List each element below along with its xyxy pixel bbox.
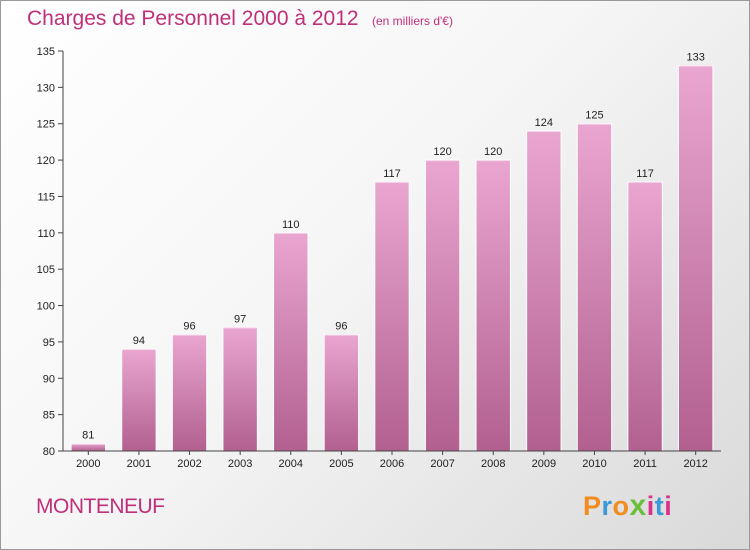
y-tick-label: 100 <box>37 301 55 313</box>
y-tick-label: 80 <box>43 446 55 458</box>
data-label: 120 <box>484 146 502 158</box>
chart-title: Charges de Personnel 2000 à 2012 <box>27 7 359 30</box>
data-label: 133 <box>687 52 705 64</box>
x-tick-label: 2006 <box>380 458 404 470</box>
x-tick-label: 2005 <box>329 458 353 470</box>
y-axis: 80 85 90 95 100 105 110 115 120 125 130 135 <box>37 46 64 458</box>
data-label: 124 <box>535 117 553 129</box>
x-axis: 2000 2001 2002 2003 2004 2005 2006 2007 2008 2009… <box>63 450 721 470</box>
y-tick-label: 95 <box>43 337 55 349</box>
x-tick-label: 2004 <box>279 458 303 470</box>
data-label: 117 <box>636 168 654 180</box>
data-label: 96 <box>183 321 195 333</box>
logo-letter: r <box>601 491 613 521</box>
y-tick-label: 130 <box>37 82 55 94</box>
bar <box>576 123 613 452</box>
bar <box>677 65 714 452</box>
logo-letter: t <box>654 491 665 521</box>
x-tick-label: 2002 <box>177 458 201 470</box>
bar <box>424 159 461 452</box>
bar <box>475 159 511 452</box>
x-tick-label: 2000 <box>76 458 100 470</box>
logo-letter: i <box>664 491 673 521</box>
x-tick-label: 2007 <box>430 458 454 470</box>
x-tick-label: 2010 <box>582 458 606 470</box>
data-label: 120 <box>433 146 451 158</box>
logo-letter: P <box>583 491 602 521</box>
y-tick-label: 125 <box>37 119 55 131</box>
bar <box>121 348 157 452</box>
data-label: 97 <box>234 313 246 325</box>
proxiti-logo[interactable]: Proxiti <box>583 489 672 523</box>
x-tick-label: 2001 <box>127 458 151 470</box>
bar <box>171 334 208 452</box>
data-label: 94 <box>133 335 145 347</box>
y-tick-label: 115 <box>37 191 55 203</box>
bar <box>627 181 663 452</box>
y-tick-label: 105 <box>37 264 55 276</box>
y-tick-label: 90 <box>43 373 55 385</box>
data-label: 117 <box>383 168 401 180</box>
y-tick-label: 85 <box>43 410 55 422</box>
data-label: 110 <box>282 219 300 231</box>
y-tick-label: 110 <box>37 228 55 240</box>
x-tick-label: 2009 <box>532 458 556 470</box>
data-label: 81 <box>82 430 94 442</box>
data-label: 125 <box>585 110 603 122</box>
x-tick-label: 2012 <box>683 458 707 470</box>
town-name: MONTENEUF <box>36 495 165 518</box>
bar <box>222 326 258 452</box>
x-tick-label: 2011 <box>633 458 657 470</box>
x-tick-label: 2003 <box>228 458 252 470</box>
logo-letter: x <box>629 489 647 522</box>
x-tick-label: 2008 <box>481 458 505 470</box>
bar <box>70 443 107 452</box>
bar <box>323 334 360 452</box>
y-tick-label: 135 <box>37 46 55 58</box>
data-label: 96 <box>335 321 347 333</box>
y-tick-label: 120 <box>37 155 55 167</box>
bar <box>526 130 562 452</box>
chart-subtitle: (en milliers d'€) <box>372 14 453 28</box>
bar <box>374 181 410 452</box>
bar <box>273 232 309 452</box>
logo-letter: o <box>612 491 630 521</box>
bars: 81 94 96 97 110 96 117 120 120 124 125 117 133 <box>70 52 714 452</box>
logo-letter: i <box>646 491 655 521</box>
